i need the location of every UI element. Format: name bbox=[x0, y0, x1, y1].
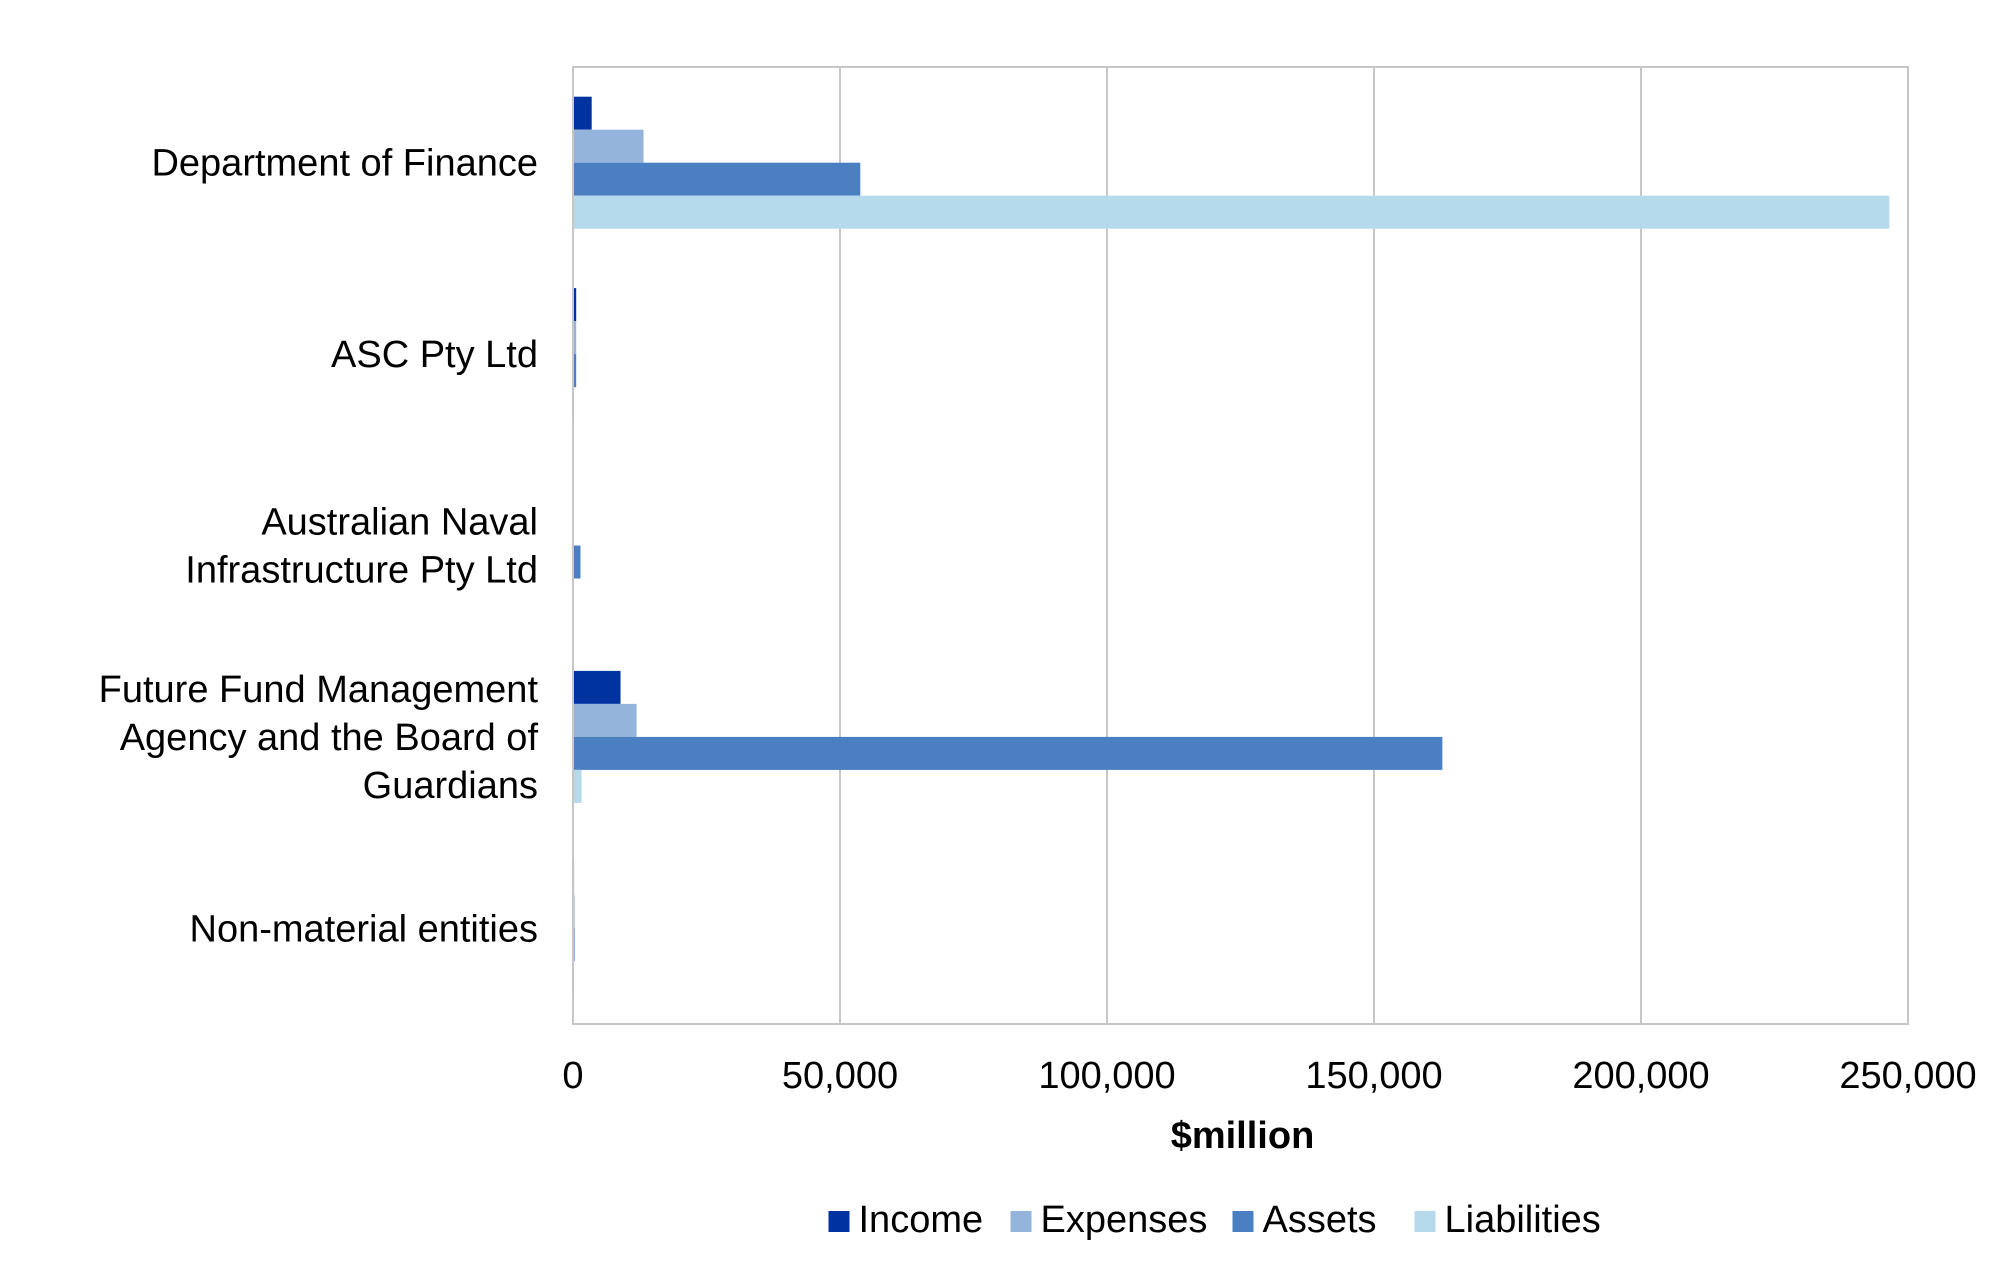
category-label: Australian Naval bbox=[261, 502, 538, 544]
x-tick-label: 0 bbox=[562, 1055, 583, 1097]
x-tick-label: 200,000 bbox=[1572, 1055, 1709, 1097]
bar-assets-2 bbox=[573, 354, 577, 388]
category-label: Guardians bbox=[363, 765, 538, 807]
category-labels: Department of Finance ASC Pty Ltd Australi… bbox=[99, 143, 539, 951]
bars bbox=[573, 96, 1890, 995]
bar-expenses-2 bbox=[573, 321, 577, 355]
legend: Income Expenses Assets Liabilities bbox=[828, 1199, 1601, 1241]
bar-income-2 bbox=[573, 288, 577, 322]
category-label: ASC Pty Ltd bbox=[331, 334, 538, 376]
legend-swatch-expenses bbox=[1010, 1211, 1032, 1232]
plot-area bbox=[572, 66, 1909, 1025]
category-label: Agency and the Board of bbox=[120, 717, 539, 759]
x-axis-title: $million bbox=[1171, 1115, 1315, 1157]
legend-swatch-liabilities bbox=[1414, 1211, 1436, 1232]
legend-swatch-assets bbox=[1232, 1211, 1254, 1232]
bar-expenses-4 bbox=[573, 703, 637, 737]
x-tick-label: 250,000 bbox=[1839, 1055, 1976, 1097]
legend-label-expenses: Expenses bbox=[1041, 1199, 1208, 1241]
legend-label-liabilities: Liabilities bbox=[1445, 1199, 1601, 1241]
bar-assets-4 bbox=[573, 736, 1443, 770]
bar-assets-1 bbox=[573, 162, 861, 196]
x-tick-label: 50,000 bbox=[782, 1055, 898, 1097]
category-label: Department of Finance bbox=[151, 143, 538, 185]
x-tick-label: 100,000 bbox=[1038, 1055, 1175, 1097]
x-tick-label: 150,000 bbox=[1305, 1055, 1442, 1097]
bar-assets-3 bbox=[573, 545, 581, 579]
category-label: Future Fund Management bbox=[99, 669, 539, 711]
x-axis-tick-labels: 0 50,000 100,000 150,000 200,000 250,000 bbox=[562, 1055, 1976, 1097]
legend-label-assets: Assets bbox=[1263, 1199, 1377, 1241]
bar-income-1 bbox=[573, 96, 592, 130]
category-label: Non-material entities bbox=[190, 908, 538, 950]
bar-income-4 bbox=[573, 670, 621, 704]
bar-expenses-1 bbox=[573, 129, 644, 163]
bar-liabilities-4 bbox=[573, 769, 582, 803]
bar-liabilities-1 bbox=[573, 195, 1890, 229]
legend-swatch-income bbox=[828, 1211, 850, 1232]
legend-label-income: Income bbox=[859, 1199, 984, 1241]
category-label: Infrastructure Pty Ltd bbox=[185, 550, 538, 592]
